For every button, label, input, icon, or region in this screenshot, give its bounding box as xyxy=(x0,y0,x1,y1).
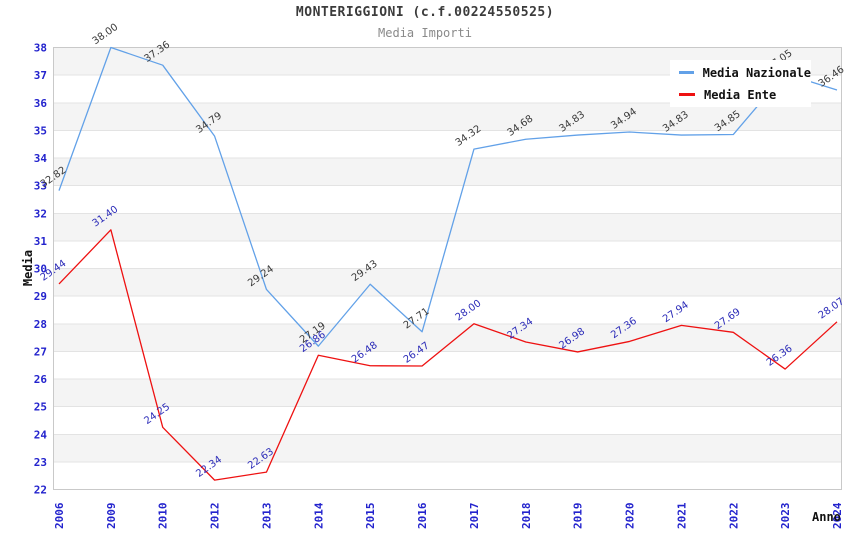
x-tick-label: 2013 xyxy=(260,503,273,530)
y-tick-label: 34 xyxy=(34,152,48,165)
legend: Media Nazionale Media Ente xyxy=(670,60,811,107)
x-tick-label: 2024 xyxy=(831,502,844,529)
x-tick-label: 2015 xyxy=(364,503,377,530)
x-tick-label: 2017 xyxy=(468,503,481,530)
plot-band xyxy=(53,268,842,297)
legend-item-media-ente: Media Ente xyxy=(679,88,811,102)
y-tick-label: 37 xyxy=(34,69,47,82)
x-tick-label: 2006 xyxy=(53,502,66,529)
y-tick-label: 25 xyxy=(34,401,47,414)
chart-title: MONTERIGGIONI (c.f.00224550525) xyxy=(295,5,555,20)
chart-subtitle: Media Importi xyxy=(378,26,472,40)
legend-item-media-nazionale: Media Nazionale xyxy=(679,66,811,80)
x-tick-label: 2022 xyxy=(727,503,740,530)
plot-band xyxy=(53,213,842,241)
x-tick-label: 2023 xyxy=(779,503,792,530)
plot-band xyxy=(53,158,842,186)
plot-band xyxy=(53,102,842,131)
plot-band xyxy=(53,379,842,407)
x-tick-label: 2012 xyxy=(209,503,222,530)
y-tick-label: 29 xyxy=(34,290,47,303)
x-tick-label: 2014 xyxy=(312,502,325,529)
x-tick-label: 2018 xyxy=(520,503,533,530)
y-tick-label: 35 xyxy=(34,124,47,137)
plot-band xyxy=(53,434,842,462)
x-tick-label: 2020 xyxy=(624,503,637,530)
y-tick-label: 32 xyxy=(34,207,47,220)
x-tick-label: 2009 xyxy=(105,503,118,530)
nazionale-line-swatch xyxy=(679,71,694,74)
x-axis-title: Anno xyxy=(812,510,841,524)
y-tick-label: 33 xyxy=(34,180,47,193)
y-tick-label: 30 xyxy=(34,263,47,276)
ente-line-swatch xyxy=(679,93,695,96)
y-tick-label: 23 xyxy=(34,456,47,469)
y-tick-label: 38 xyxy=(34,42,47,55)
x-tick-label: 2021 xyxy=(675,502,688,529)
y-tick-label: 28 xyxy=(34,318,47,331)
y-tick-label: 24 xyxy=(34,428,48,441)
plot-band xyxy=(53,323,842,352)
data-point-label: 38.00 xyxy=(91,22,121,47)
legend-label-media-ente: Media Ente xyxy=(704,87,777,102)
series-line-media-nazionale xyxy=(58,46,838,347)
legend-label-media-nazionale: Media Nazionale xyxy=(702,65,811,80)
x-tick-label: 2019 xyxy=(572,503,585,530)
series-line-media-ente xyxy=(58,229,838,481)
y-tick-label: 36 xyxy=(34,97,48,110)
y-tick-label: 22 xyxy=(34,484,47,497)
plot-border xyxy=(53,47,842,490)
y-axis-title: Media xyxy=(21,249,35,287)
y-tick-label: 27 xyxy=(34,345,47,358)
x-tick-label: 2016 xyxy=(416,502,429,529)
y-tick-label: 31 xyxy=(34,235,48,248)
x-tick-label: 2010 xyxy=(157,503,170,530)
y-tick-label: 26 xyxy=(34,373,48,386)
